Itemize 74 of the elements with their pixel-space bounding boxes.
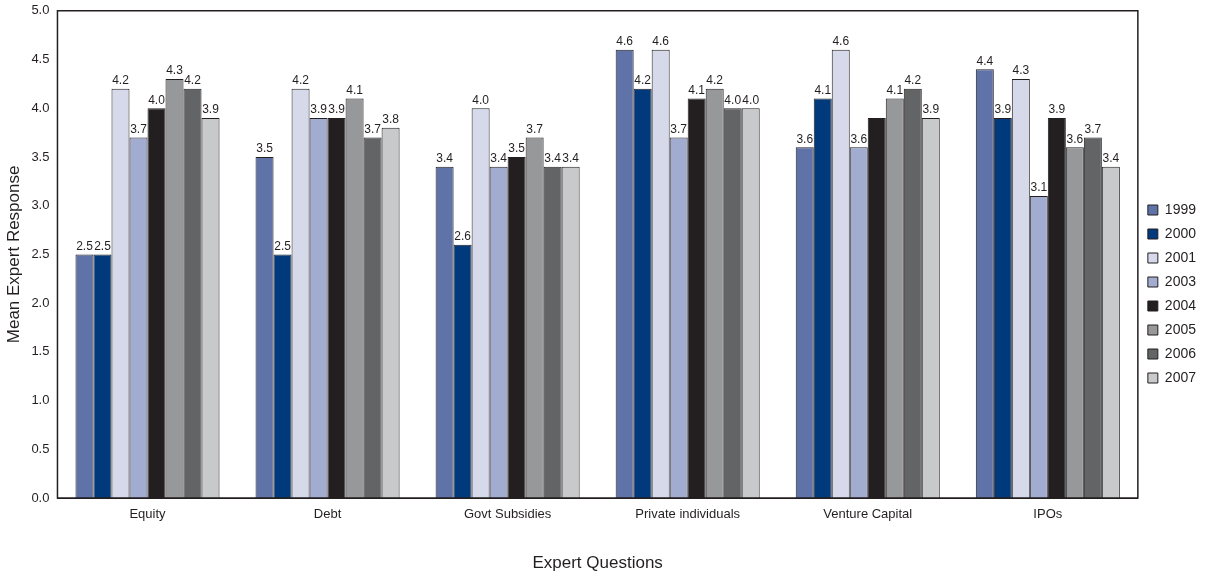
data-label: 4.2 bbox=[292, 73, 310, 88]
x-tick-label: Debt bbox=[313, 506, 342, 522]
data-label: 4.2 bbox=[184, 73, 202, 88]
data-label: 3.9 bbox=[994, 102, 1012, 117]
data-label: 4.2 bbox=[904, 73, 922, 88]
data-label: 4.0 bbox=[742, 92, 760, 107]
data-label: 2.6 bbox=[454, 228, 472, 243]
data-label: 4.2 bbox=[634, 73, 652, 88]
data-label: 3.4 bbox=[544, 151, 562, 166]
legend-label: 2006 bbox=[1164, 344, 1197, 361]
x-tick-label: IPOs bbox=[1033, 506, 1063, 522]
data-label: 3.9 bbox=[202, 102, 220, 117]
data-label: 4.6 bbox=[616, 34, 634, 49]
y-tick-label: 0.5 bbox=[31, 440, 50, 456]
y-tick-label: 3.0 bbox=[31, 197, 50, 213]
data-label: 2.5 bbox=[94, 238, 112, 253]
data-label: 4.3 bbox=[166, 63, 184, 78]
data-label: 4.4 bbox=[976, 53, 994, 68]
data-label: 3.7 bbox=[526, 121, 544, 136]
data-label: 3.4 bbox=[490, 151, 508, 166]
y-tick-label: 1.0 bbox=[31, 392, 50, 408]
data-label: 3.7 bbox=[364, 121, 382, 136]
data-label: 4.0 bbox=[148, 92, 166, 107]
data-label: 3.5 bbox=[508, 141, 526, 156]
x-tick-label: Private individuals bbox=[635, 506, 741, 522]
data-label: 3.5 bbox=[256, 141, 274, 156]
data-label: 3.4 bbox=[562, 151, 580, 166]
y-tick-label: 2.0 bbox=[31, 294, 50, 310]
data-label: 3.6 bbox=[796, 131, 814, 146]
x-tick-label: Equity bbox=[129, 506, 167, 522]
data-label: 4.3 bbox=[1012, 63, 1030, 78]
y-tick-label: 1.5 bbox=[31, 343, 50, 359]
data-label: 4.2 bbox=[706, 73, 724, 88]
data-label: 3.7 bbox=[130, 121, 148, 136]
data-label: 4.1 bbox=[814, 82, 832, 97]
data-label: 3.4 bbox=[1102, 151, 1120, 166]
data-label: 3.4 bbox=[436, 151, 454, 166]
y-axis-title: Mean Expert Response bbox=[3, 165, 23, 344]
y-tick-label: 0.0 bbox=[31, 489, 50, 505]
legend-label: 1999 bbox=[1164, 200, 1197, 217]
legend-label: 2001 bbox=[1164, 248, 1197, 265]
legend-label: 2000 bbox=[1164, 224, 1197, 241]
data-label: 4.0 bbox=[472, 92, 490, 107]
data-label: 4.1 bbox=[688, 82, 706, 97]
data-label: 3.9 bbox=[328, 102, 346, 117]
data-label: 3.9 bbox=[922, 102, 940, 117]
data-label: 3.1 bbox=[1030, 180, 1048, 195]
data-label: 4.1 bbox=[346, 82, 364, 97]
data-label: 4.6 bbox=[832, 34, 850, 49]
data-label: 4.1 bbox=[886, 82, 904, 97]
data-label: 3.6 bbox=[1066, 131, 1084, 146]
data-label: 2.5 bbox=[274, 238, 292, 253]
legend-label: 2003 bbox=[1164, 272, 1197, 289]
data-label: 3.9 bbox=[310, 102, 328, 117]
x-tick-label: Venture Capital bbox=[823, 506, 913, 522]
data-label: 4.0 bbox=[724, 92, 742, 107]
data-label: 3.8 bbox=[382, 112, 400, 127]
y-tick-label: 4.0 bbox=[31, 99, 50, 115]
y-tick-label: 3.5 bbox=[31, 148, 50, 164]
data-label: 3.6 bbox=[850, 131, 868, 146]
x-tick-label: Govt Subsidies bbox=[463, 506, 552, 522]
data-label: 3.9 bbox=[1048, 102, 1066, 117]
data-label: 4.6 bbox=[652, 34, 670, 49]
data-label: 3.7 bbox=[670, 121, 688, 136]
legend-label: 2005 bbox=[1164, 320, 1197, 337]
legend-label: 2007 bbox=[1164, 368, 1197, 385]
y-tick-label: 4.5 bbox=[31, 51, 50, 67]
y-tick-label: 2.5 bbox=[31, 245, 50, 261]
data-label: 2.5 bbox=[76, 238, 94, 253]
data-label: 3.7 bbox=[1084, 121, 1102, 136]
y-tick-label: 5.0 bbox=[31, 2, 50, 18]
x-axis-title: Expert Questions bbox=[532, 553, 663, 573]
legend-label: 2004 bbox=[1164, 296, 1197, 313]
data-label: 4.2 bbox=[112, 73, 130, 88]
